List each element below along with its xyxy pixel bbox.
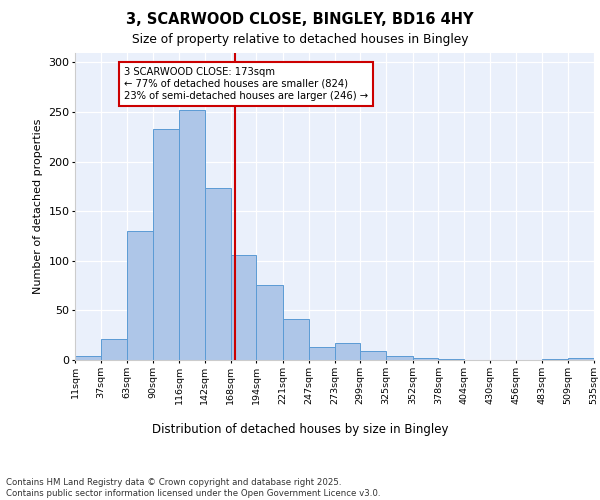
Bar [101,339,127,360]
Bar [309,347,335,360]
Y-axis label: Number of detached properties: Number of detached properties [33,118,43,294]
Bar [413,358,439,360]
Bar [568,358,594,360]
Text: 3, SCARWOOD CLOSE, BINGLEY, BD16 4HY: 3, SCARWOOD CLOSE, BINGLEY, BD16 4HY [126,12,474,28]
Bar [335,343,360,360]
Bar [75,356,101,360]
Bar [256,284,283,360]
Bar [153,129,179,360]
Text: Contains HM Land Registry data © Crown copyright and database right 2025.
Contai: Contains HM Land Registry data © Crown c… [6,478,380,498]
Bar [542,359,568,360]
Text: Distribution of detached houses by size in Bingley: Distribution of detached houses by size … [152,422,448,436]
Text: Size of property relative to detached houses in Bingley: Size of property relative to detached ho… [132,32,468,46]
Bar [386,356,413,360]
Text: 3 SCARWOOD CLOSE: 173sqm
← 77% of detached houses are smaller (824)
23% of semi-: 3 SCARWOOD CLOSE: 173sqm ← 77% of detach… [124,68,368,100]
Bar [360,351,386,360]
Bar [127,231,153,360]
Bar [230,255,256,360]
Bar [439,359,464,360]
Bar [179,110,205,360]
Bar [205,188,230,360]
Bar [283,320,309,360]
